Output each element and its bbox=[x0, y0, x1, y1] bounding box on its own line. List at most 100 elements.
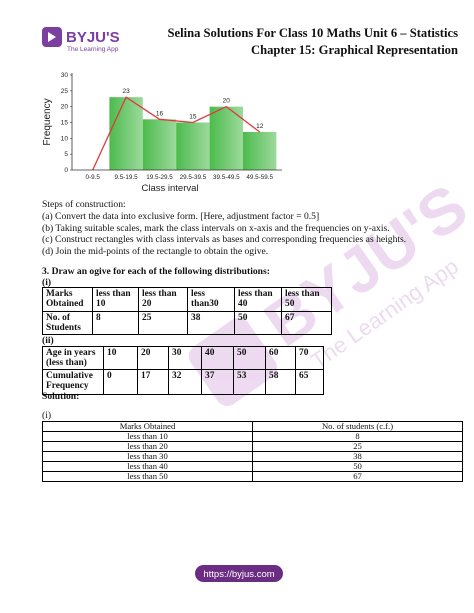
table-body: Age in years (less than) 10 20 30 40 50 60 70 Cu… bbox=[42, 346, 324, 395]
table-row: less than 20 25 bbox=[42, 441, 463, 452]
text-line: (c) Construct rectangles with class inte… bbox=[42, 234, 407, 246]
y-tick-label: 25 bbox=[61, 88, 69, 95]
x-tick-label: 29.5-39.5 bbox=[180, 174, 207, 181]
table-body: Marks Obtained No. of students (c.f.) less… bbox=[42, 421, 463, 482]
x-tick-label: 0-9.5 bbox=[86, 174, 101, 181]
table-cell: less than 40 bbox=[234, 287, 282, 312]
logo-text: BYJU'S bbox=[66, 29, 120, 46]
bar bbox=[209, 106, 243, 170]
table-cell: Marks Obtained bbox=[42, 287, 93, 312]
bar bbox=[142, 119, 177, 170]
y-tick-label: 10 bbox=[61, 135, 69, 142]
data-label: 20 bbox=[223, 98, 231, 105]
table-cell: 50 bbox=[234, 311, 282, 335]
table-row: Age in years (less than) 10 20 30 40 50 60 70 bbox=[42, 346, 324, 370]
table-cell: 32 bbox=[168, 369, 202, 395]
table-cell: 37 bbox=[201, 369, 234, 395]
table-body: Marks Obtained less than 10 less than 20 le… bbox=[42, 287, 332, 335]
table-header-row: Marks Obtained No. of students (c.f.) bbox=[42, 421, 463, 432]
table-cell: 65 bbox=[295, 369, 324, 395]
data-label: 15 bbox=[189, 114, 197, 121]
x-axis-label: Class interval bbox=[141, 183, 198, 194]
logo-icon bbox=[48, 32, 56, 42]
table-cell: less than 10 bbox=[42, 431, 253, 442]
table-cell: 50 bbox=[233, 346, 266, 370]
y-tick-label: 30 bbox=[61, 72, 69, 79]
table-cell: 58 bbox=[265, 369, 296, 395]
table-cell: less than30 bbox=[187, 287, 235, 312]
data-label: 23 bbox=[122, 88, 130, 95]
table-cell: less than 40 bbox=[42, 461, 253, 472]
text-line: (b) Taking suitable scales, mark the cla… bbox=[42, 222, 390, 234]
table-cell: 60 bbox=[265, 346, 296, 370]
footer-url: https://byjus.com bbox=[203, 569, 274, 580]
page-subtitle: Chapter 15: Graphical Representation bbox=[251, 43, 458, 57]
text-line: (d) Join the mid-points of the rectangle… bbox=[42, 246, 269, 258]
x-tick-label: 19.5-29.5 bbox=[146, 174, 173, 181]
table-cell: 25 bbox=[252, 441, 463, 452]
logo-tagline: The Learning App bbox=[67, 46, 119, 53]
y-tick-label: 20 bbox=[61, 104, 69, 111]
table-cell: 8 bbox=[252, 431, 463, 442]
table-cell: 70 bbox=[295, 346, 324, 370]
text-line: (a) Convert the data into exclusive form… bbox=[42, 211, 320, 222]
table-row: less than 40 50 bbox=[42, 461, 463, 472]
bar bbox=[176, 122, 210, 170]
table-cell: 0 bbox=[103, 369, 138, 395]
table-header-cell: No. of students (c.f.) bbox=[252, 421, 463, 432]
table-cell: less than 50 bbox=[42, 471, 253, 482]
data-label: 12 bbox=[256, 123, 264, 130]
table-cell: Cumulative Frequency bbox=[42, 369, 104, 395]
table-cell: less than 10 bbox=[92, 287, 139, 312]
table-row: less than 30 38 bbox=[42, 451, 463, 462]
data-label: 16 bbox=[156, 110, 164, 117]
table-cell: 53 bbox=[233, 369, 266, 395]
y-axis-label: Frequency bbox=[42, 98, 53, 145]
table-row: less than 10 8 bbox=[42, 431, 463, 442]
bar bbox=[109, 97, 143, 170]
x-tick-label: 9.5-19.5 bbox=[115, 174, 139, 181]
table-header-cell: Marks Obtained bbox=[42, 421, 253, 432]
y-tick-label: 15 bbox=[61, 120, 69, 127]
text-line: (ii) bbox=[42, 335, 54, 346]
text-line: Steps of construction: bbox=[42, 199, 126, 210]
table-cell: Age in years (less than) bbox=[42, 346, 104, 370]
table-cell: 8 bbox=[92, 311, 139, 335]
table-cell: 67 bbox=[281, 311, 332, 335]
table-cell: less than 50 bbox=[281, 287, 332, 312]
text-line: Solution: bbox=[42, 391, 80, 402]
bar bbox=[243, 132, 277, 170]
table-cell: No. of Students bbox=[42, 311, 93, 335]
x-tick-label: 49.5-59.5 bbox=[246, 174, 273, 181]
page-title: Selina Solutions For Class 10 Maths Unit… bbox=[167, 26, 458, 40]
table-cell: 67 bbox=[252, 471, 463, 482]
text-line: (i) bbox=[42, 410, 52, 421]
table-cell: 20 bbox=[137, 346, 169, 370]
table-row: Marks Obtained less than 10 less than 20 le… bbox=[42, 287, 332, 312]
text-line: (i) bbox=[42, 277, 52, 288]
table-cell: less than 20 bbox=[42, 441, 253, 452]
footer-pill bbox=[195, 565, 283, 582]
y-tick-label: 5 bbox=[64, 151, 68, 158]
table-cell: less than 20 bbox=[138, 287, 188, 312]
data-table: Marks Obtained less than 10 less than 20 le… bbox=[42, 287, 332, 335]
table-cell: 10 bbox=[103, 346, 138, 370]
table-cell: 30 bbox=[168, 346, 202, 370]
data-table: Age in years (less than) 10 20 30 40 50 60 70 Cu… bbox=[42, 346, 324, 395]
table-cell: 25 bbox=[138, 311, 188, 335]
table-cell: 17 bbox=[137, 369, 169, 395]
table-cell: 50 bbox=[252, 461, 463, 472]
table-cell: 40 bbox=[201, 346, 234, 370]
table-cell: 38 bbox=[252, 451, 463, 462]
x-tick-label: 39.5-49.5 bbox=[213, 174, 240, 181]
frequency-polygon bbox=[92, 96, 261, 171]
solution-table: Marks Obtained No. of students (c.f.) less… bbox=[42, 421, 463, 482]
table-row: less than 50 67 bbox=[42, 471, 463, 482]
table-row: Cumulative Frequency 0 17 32 37 53 58 65 bbox=[42, 369, 324, 395]
y-tick-label: 0 bbox=[64, 167, 68, 174]
table-cell: less than 30 bbox=[42, 451, 253, 462]
table-cell: 38 bbox=[187, 311, 235, 335]
table-row: No. of Students 8 25 38 50 67 bbox=[42, 311, 332, 335]
